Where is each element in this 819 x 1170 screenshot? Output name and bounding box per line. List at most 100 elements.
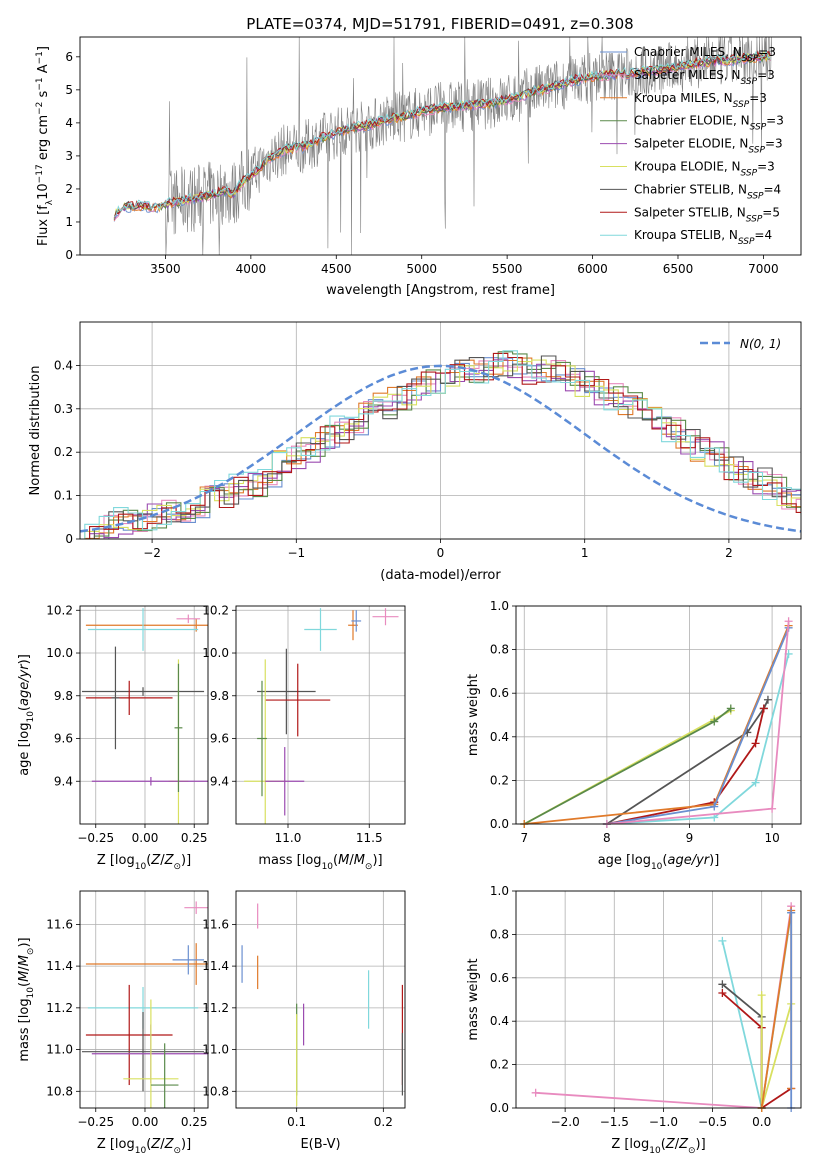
label-part: −1 [35, 51, 45, 64]
label-part: M [338, 853, 349, 868]
label-part: A [36, 64, 51, 77]
x-tick-label: 6500 [663, 262, 694, 276]
x-tick-label: 0.00 [132, 831, 159, 845]
y-tick-label: 4 [65, 116, 73, 130]
y-tick-label: 11.2 [46, 1001, 73, 1015]
label-part: Z [log [97, 853, 135, 868]
label-part: Z [150, 1137, 161, 1152]
y-tick-label: 2 [65, 182, 73, 196]
label-part: =3 [766, 114, 784, 128]
y-tick-label: 0 [65, 532, 73, 546]
y-tick-label: 10.2 [46, 603, 73, 617]
mass-weight-line [721, 912, 793, 1108]
mass-weight-vs-metallicity-panel: −2.0 −1.5 −1.0 −0.5 0.0 0.0 0.2 0.4 0.6 0.8 1.0 Z [… [466, 884, 802, 1156]
label-part: ( [661, 1137, 666, 1152]
x-tick-label: 9 [686, 831, 694, 845]
y-tick-label: 9.8 [210, 689, 229, 703]
label-part: / [160, 1137, 165, 1152]
label-part: SSP [741, 169, 758, 179]
label-part: Z [164, 853, 175, 868]
y-tick-label: 0.2 [54, 445, 73, 459]
x-tick-label: 3500 [150, 262, 181, 276]
legend-label: Kroupa MILES, NSSP=3 [634, 91, 767, 110]
y-axis-label: mass weight [466, 958, 481, 1040]
label-part: Kroupa MILES, N [634, 91, 733, 105]
x-axis-label: E(B-V) [300, 1137, 340, 1152]
label-part: =4 [754, 228, 772, 242]
x-tick-label: 0.25 [181, 1115, 208, 1129]
x-axis-label: (data-model)/error [380, 568, 501, 583]
label-part: SSP [733, 100, 750, 110]
label-part: age/yr [17, 663, 32, 706]
label-part: SSP [747, 191, 764, 201]
label-part: Z [164, 1137, 175, 1152]
mass-weight-line [721, 983, 763, 1108]
legend-label: Chabrier ELODIE, NSSP=3 [634, 114, 784, 133]
label-part: M [17, 971, 32, 982]
data-point-marker [726, 704, 735, 713]
label-part: ⊙ [173, 1146, 181, 1156]
data-point-marker [531, 1088, 540, 1097]
label-part: ( [17, 706, 32, 711]
x-tick-label: 5500 [492, 262, 523, 276]
label-part: ⊙ [688, 1146, 696, 1156]
axes-frame [235, 605, 406, 825]
x-tick-label: −0.25 [77, 1115, 114, 1129]
label-part: 10 [26, 987, 36, 999]
y-tick-label: 0.4 [490, 1014, 509, 1028]
y-tick-label: 0.8 [490, 643, 509, 657]
legend-label: Salpeter MILES, NSSP=3 [634, 68, 775, 87]
axes-frame [515, 890, 802, 1109]
label-part: / [675, 1137, 680, 1152]
y-tick-label: 11.0 [46, 1043, 73, 1057]
x-tick-label: −1.0 [649, 1115, 678, 1129]
residual-histogram [80, 359, 801, 539]
y-tick-label: 0.4 [54, 358, 73, 372]
y-tick-label: 0.0 [490, 1101, 509, 1115]
legend-label: Chabrier STELIB, NSSP=4 [634, 182, 781, 201]
y-tick-label: 11.4 [46, 959, 73, 973]
y-tick-label: 0.0 [490, 817, 509, 831]
label-part: )] [181, 853, 191, 868]
data-point-marker [710, 802, 719, 811]
label-part: =3 [758, 45, 776, 59]
normal-distribution-curve [80, 364, 801, 533]
residual-histogram [80, 352, 801, 539]
data-point-marker [768, 804, 777, 813]
mass-weight-line [606, 708, 765, 824]
y-tick-label: 3 [65, 149, 73, 163]
label-part: ( [146, 853, 151, 868]
y-tick-label: 9.6 [210, 732, 229, 746]
y-tick-label: 11.4 [202, 959, 229, 973]
y-tick-label: 6 [65, 50, 73, 64]
y-tick-label: 11.0 [202, 1043, 229, 1057]
y-tick-label: 0 [65, 248, 73, 262]
legend-label: Kroupa STELIB, NSSP=4 [634, 228, 772, 247]
label-part: E(B-V) [300, 1137, 340, 1152]
label-part: Salpeter STELIB, N [634, 205, 746, 219]
x-tick-label: 10 [764, 831, 779, 845]
label-part: −2 [35, 102, 45, 115]
y-tick-label: 0.2 [490, 773, 509, 787]
mass-weight-line [606, 627, 790, 824]
label-part: Chabrier ELODIE, N [634, 114, 750, 128]
label-part: =4 [764, 182, 782, 196]
residual-histogram [80, 360, 801, 539]
x-axis-label: age [log10(age/yr)] [598, 853, 720, 872]
label-part: Z [log [97, 1137, 135, 1152]
x-axis-label: mass [log10(M/M⊙)] [258, 853, 382, 872]
label-part: Salpeter MILES, N [634, 68, 741, 82]
y-tick-label: 11.6 [202, 917, 229, 931]
label-part: SSP [738, 237, 755, 247]
x-tick-label: 1 [581, 546, 589, 560]
legend-label: Chabrier MILES, NSSP=3 [634, 45, 776, 64]
y-tick-label: 11.2 [202, 1001, 229, 1015]
label-part: ⊙ [365, 862, 373, 872]
label-part: Chabrier STELIB, N [634, 182, 747, 196]
x-tick-label: 6000 [577, 262, 608, 276]
x-tick-label: −0.25 [77, 831, 114, 845]
x-tick-label: 5000 [406, 262, 437, 276]
data-point-marker [751, 778, 760, 787]
label-part: ⊙ [26, 948, 36, 956]
